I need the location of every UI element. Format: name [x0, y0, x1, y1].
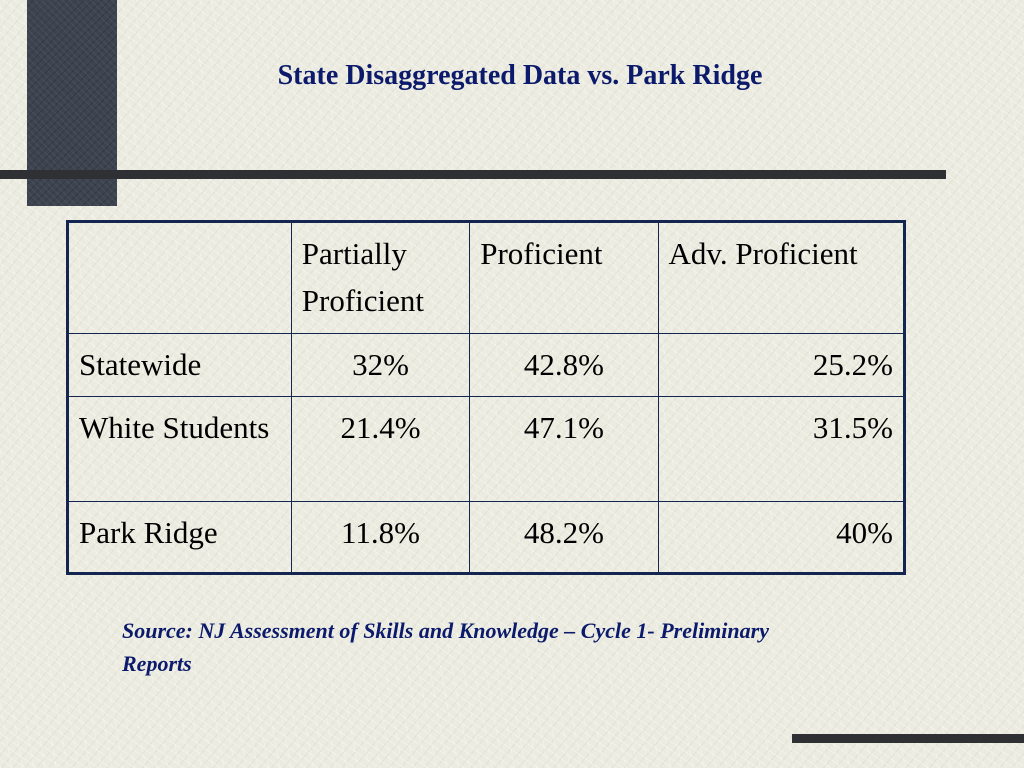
- row-label: White Students: [67, 396, 292, 502]
- top-divider-rule: [0, 170, 946, 179]
- table-header-row: Partially Proficient Proficient Adv. Pro…: [67, 221, 906, 334]
- cell-adv-proficient: 25.2%: [657, 333, 906, 397]
- proficiency-table: Partially Proficient Proficient Adv. Pro…: [66, 220, 906, 575]
- cell-adv-proficient: 40%: [657, 501, 906, 574]
- table-row: Statewide 32% 42.8% 25.2%: [67, 333, 906, 397]
- row-label: Statewide: [67, 333, 292, 397]
- cell-proficient: 42.8%: [469, 333, 659, 397]
- cell-adv-proficient: 31.5%: [657, 396, 906, 502]
- cell-proficient: 47.1%: [469, 396, 659, 502]
- cell-partially-proficient: 21.4%: [290, 396, 471, 502]
- cell-partially-proficient: 11.8%: [290, 501, 471, 574]
- table-row: Park Ridge 11.8% 48.2% 40%: [67, 501, 906, 574]
- header-cell-empty: [67, 221, 292, 334]
- slide-title: State Disaggregated Data vs. Park Ridge: [277, 60, 763, 91]
- source-note: Source: NJ Assessment of Skills and Know…: [122, 618, 769, 676]
- cell-partially-proficient: 32%: [290, 333, 471, 397]
- row-label: Park Ridge: [67, 501, 292, 574]
- header-cell-adv-proficient: Adv. Proficient: [657, 221, 906, 334]
- bottom-divider-rule: [792, 734, 1024, 743]
- header-cell-partially-proficient: Partially Proficient: [290, 221, 471, 334]
- header-cell-proficient: Proficient: [469, 221, 659, 334]
- table-row: White Students 21.4% 47.1% 31.5%: [67, 396, 906, 502]
- cell-proficient: 48.2%: [469, 501, 659, 574]
